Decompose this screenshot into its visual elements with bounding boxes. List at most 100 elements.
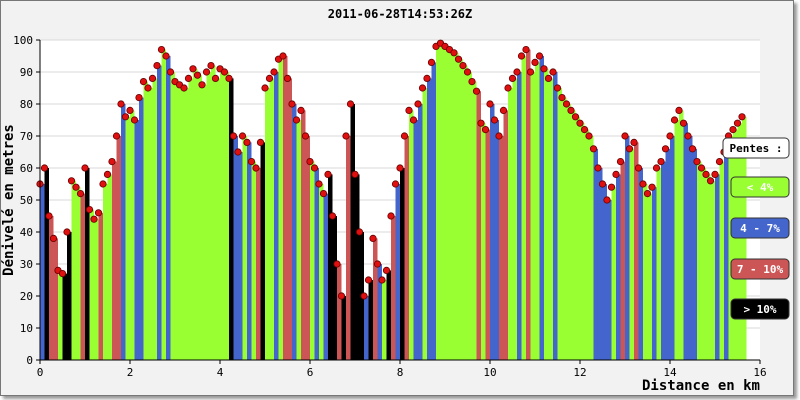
y-tick-label: 80 — [20, 98, 33, 111]
y-tick-label: 90 — [20, 66, 33, 79]
slope-bar — [683, 123, 688, 360]
elevation-point — [648, 183, 656, 191]
elevation-point — [103, 170, 112, 178]
elevation-point — [454, 55, 463, 63]
slope-bar — [116, 136, 121, 360]
slope-bar — [674, 120, 679, 360]
slope-bar — [512, 78, 517, 361]
slope-bar — [197, 75, 202, 360]
x-tick-labels: 0 2 4 6 8 10 12 14 16 — [37, 360, 767, 379]
slope-bars — [40, 43, 747, 361]
y-axis-label: Dénivelé en metres — [1, 124, 17, 276]
elevation-point — [733, 119, 742, 127]
elevation-point — [549, 68, 557, 76]
elevation-point — [207, 61, 215, 70]
slope-bar — [242, 136, 247, 360]
elevation-point — [603, 196, 611, 204]
elevation-point — [616, 158, 625, 166]
elevation-point — [738, 113, 746, 121]
x-tick-label: 16 — [753, 366, 766, 379]
elevation-point — [481, 126, 490, 134]
elevation-point — [643, 190, 652, 198]
slope-bar — [445, 46, 450, 361]
slope-bar — [625, 136, 630, 360]
elevation-point — [697, 164, 706, 172]
y-tick-label: 70 — [20, 130, 33, 143]
slope-bar — [139, 97, 144, 360]
elevation-point — [409, 116, 418, 124]
slope-bar — [481, 123, 486, 360]
elevation-point — [486, 100, 494, 108]
slope-bar — [620, 161, 625, 360]
slope-bar — [391, 216, 396, 360]
elevation-point — [297, 106, 305, 115]
legend-title-box — [722, 137, 790, 159]
elevation-point — [112, 132, 121, 140]
elevation-point — [72, 183, 80, 191]
slope-bar — [535, 62, 540, 361]
elevation-point — [495, 132, 503, 140]
slope-bar — [112, 161, 117, 360]
elevation-point — [90, 215, 98, 223]
legend: Pentes : < 4% 4 - 7% 7 - 10% > 10% — [722, 137, 790, 320]
slope-bar — [260, 142, 265, 360]
slope-bar — [247, 142, 252, 360]
elevation-point — [661, 145, 670, 153]
elevation-point — [463, 68, 472, 76]
slope-bar — [233, 136, 238, 360]
elevation-point — [679, 119, 688, 127]
slope-bar — [283, 56, 288, 360]
elevation-point — [652, 164, 661, 172]
slope-bar — [85, 168, 90, 360]
elevation-point — [598, 180, 607, 188]
elevation-point — [670, 116, 679, 124]
slope-bar — [80, 193, 85, 360]
slope-bar — [463, 65, 468, 360]
slope-bar — [89, 209, 94, 360]
slope-bar — [476, 91, 481, 360]
elevation-point — [45, 212, 53, 220]
elevation-point — [693, 158, 701, 166]
slope-bar — [134, 120, 139, 360]
y-tick-label: 10 — [20, 322, 33, 335]
slope-bar — [184, 88, 189, 360]
chart-title: 2011-06-28T14:53:26Z — [328, 7, 473, 21]
slope-bar — [521, 56, 526, 360]
elevation-point — [450, 49, 458, 57]
slope-bar — [584, 129, 589, 360]
elevation-point — [531, 58, 539, 67]
slope-bar — [368, 280, 373, 360]
slope-bar — [373, 238, 378, 360]
slope-bar — [544, 68, 549, 361]
elevation-point — [261, 84, 269, 92]
y-tick-label: 60 — [20, 162, 33, 175]
elevation-point — [472, 87, 481, 95]
slope-bar — [310, 161, 315, 360]
slope-bar — [355, 174, 360, 360]
slope-bar — [728, 136, 733, 360]
slope-bar — [386, 270, 391, 360]
elevation-point — [319, 190, 328, 198]
elevation-points — [36, 39, 746, 300]
elevation-point — [117, 100, 125, 108]
slope-bar — [71, 180, 76, 360]
slope-bar — [170, 72, 175, 360]
slope-bar — [337, 264, 342, 360]
slope-bar — [202, 84, 207, 361]
elevation-point — [306, 158, 314, 166]
elevation-point — [364, 276, 373, 284]
slope-bar — [49, 216, 54, 360]
slope-bar — [665, 148, 670, 360]
slope-bar — [593, 148, 598, 360]
slope-bar — [688, 136, 693, 360]
slope-bar — [58, 270, 63, 360]
elevation-point — [139, 78, 148, 86]
elevation-point — [580, 126, 589, 134]
slope-bar — [341, 296, 346, 360]
slope-bar — [733, 129, 738, 360]
slope-bar — [413, 120, 418, 360]
elevation-point — [639, 180, 647, 188]
elevation-point — [625, 145, 634, 153]
elevation-point — [153, 61, 161, 70]
x-tick-label: 8 — [397, 366, 404, 379]
